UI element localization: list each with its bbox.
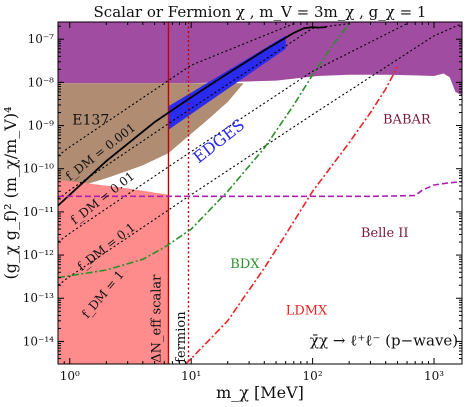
label-bdx: BDX xyxy=(230,257,260,272)
x-tick-label: 10⁰ xyxy=(60,369,80,383)
series-ldmx xyxy=(185,66,399,364)
series-bdx xyxy=(58,23,350,279)
label-babar: BABAR xyxy=(383,113,432,128)
series-f-dm-0-01 xyxy=(58,23,350,200)
series-f-dm-0-001 xyxy=(58,23,295,157)
y-tick-label: 10⁻¹² xyxy=(23,248,54,262)
y-tick-label: 10⁻¹⁴ xyxy=(23,334,54,348)
region-edges xyxy=(168,35,286,130)
y-tick-label: 10⁻¹³ xyxy=(23,291,54,305)
y-tick-label: 10⁻⁸ xyxy=(28,75,55,89)
y-tick-label: 10⁻⁷ xyxy=(28,32,55,46)
series-thermal xyxy=(58,26,327,207)
plot-frame xyxy=(57,21,463,365)
label-scalar: ΔN_eff scalar xyxy=(150,274,165,363)
x-tick-label: 10¹ xyxy=(181,369,201,383)
x-tick-label: 10² xyxy=(303,369,323,383)
region-e137 xyxy=(58,83,244,193)
label-e137: E137 xyxy=(72,113,109,129)
series-f-dm-0-1 xyxy=(58,23,408,243)
y-tick-label: 10⁻¹¹ xyxy=(23,205,54,219)
label-belle: Belle II xyxy=(361,226,409,241)
y-tick-label: 10⁻¹⁰ xyxy=(23,162,54,176)
series-belle-ii xyxy=(58,180,462,198)
x-tick-label: 10³ xyxy=(424,369,444,383)
y-tick-label: 10⁻⁹ xyxy=(28,119,55,133)
label-process: χ̄χ → ℓ⁺ℓ⁻ (p−wave) xyxy=(310,332,458,350)
label-ldmx: LDMX xyxy=(286,304,328,319)
region-n-eff-scalar xyxy=(58,179,169,364)
series-f-dm-1 xyxy=(58,23,462,286)
label-fermion: fermion xyxy=(174,311,189,363)
chart-title: Scalar or Fermion χ , m_V = 3m_χ , g_χ =… xyxy=(94,3,427,21)
y-axis-label: (g_χ g_f)² (m_χ/m_V)⁴ xyxy=(1,106,20,279)
x-axis-label: m_χ [MeV] xyxy=(216,383,304,402)
